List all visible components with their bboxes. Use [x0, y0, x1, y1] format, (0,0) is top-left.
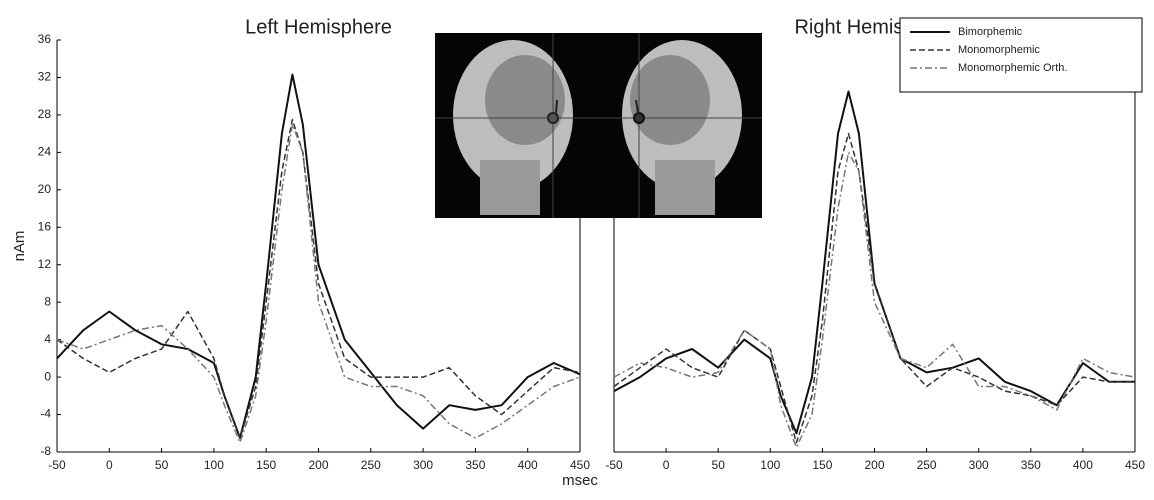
y-tick-label: 12 [38, 257, 52, 271]
x-tick-label: 400 [1073, 458, 1093, 472]
legend-label: Monomorphemic Orth. [958, 62, 1067, 74]
x-tick-label: 300 [413, 458, 433, 472]
legend-box [899, 17, 1143, 93]
series-line [613, 90, 1135, 435]
x-tick-label: 100 [204, 458, 224, 472]
y-tick-label: 28 [38, 107, 52, 121]
x-tick-label: 200 [308, 458, 328, 472]
x-tick-label: 250 [361, 458, 381, 472]
x-tick-label: 400 [518, 458, 538, 472]
series-line [56, 123, 581, 444]
x-tick-label: 300 [969, 458, 989, 472]
y-axis-label: nAm [11, 231, 28, 262]
x-tick-label: 350 [465, 458, 485, 472]
series-line [613, 132, 1135, 444]
y-tick-label: 32 [38, 70, 52, 84]
x-tick-label: 100 [760, 458, 780, 472]
y-tick-label: -4 [40, 407, 51, 421]
chart-title: Left Hemisphere [245, 16, 392, 38]
x-tick-label: 50 [155, 458, 169, 472]
y-tick-label: 36 [38, 32, 52, 46]
x-tick-label: 50 [712, 458, 726, 472]
y-tick-label: 8 [44, 294, 51, 308]
brain-image [435, 33, 762, 218]
x-tick-label: 350 [1021, 458, 1041, 472]
series-line [613, 151, 1136, 449]
x-tick-label: 200 [864, 458, 884, 472]
x-tick-label: 150 [256, 458, 276, 472]
x-tick-label: 0 [106, 458, 113, 472]
y-tick-label: 20 [38, 182, 52, 196]
x-tick-label: -50 [48, 458, 66, 472]
y-tick-label: 24 [38, 145, 52, 159]
series-line [56, 73, 581, 439]
legend-label: Monomorphemic [958, 44, 1040, 56]
y-tick-label: 0 [44, 369, 51, 383]
y-tick-label: 16 [38, 219, 52, 233]
x-tick-label: -50 [605, 458, 623, 472]
y-tick-label: 4 [44, 332, 51, 346]
x-axis-label: msec [562, 472, 598, 489]
x-tick-label: 0 [663, 458, 670, 472]
y-tick-label: -8 [40, 444, 51, 458]
legend-label: Bimorphemic [958, 26, 1023, 38]
x-tick-label: 250 [917, 458, 937, 472]
series-line [56, 118, 581, 439]
x-tick-label: 450 [570, 458, 590, 472]
x-tick-label: 150 [812, 458, 832, 472]
x-tick-label: 450 [1125, 458, 1145, 472]
